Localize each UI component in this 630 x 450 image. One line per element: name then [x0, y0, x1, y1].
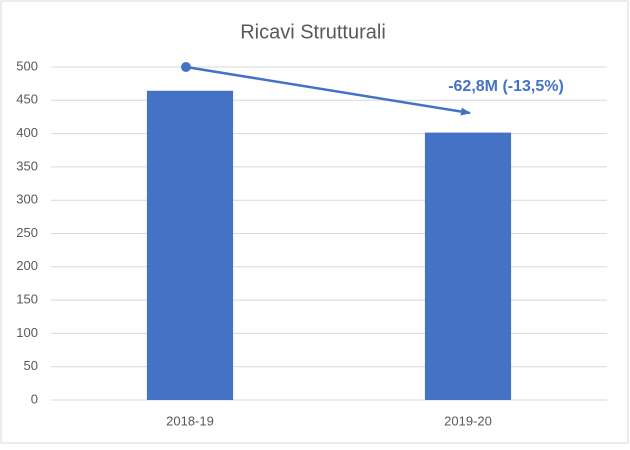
plot-area: 0 50 100 150 200 250 300 350 400 450 500 2018-19 201… — [16, 58, 607, 428]
y-tick-label: 0 — [31, 391, 38, 406]
y-tick-label: 500 — [16, 58, 38, 73]
y-tick-label: 450 — [16, 92, 38, 107]
bar — [424, 132, 512, 400]
y-tick-label: 250 — [16, 225, 38, 240]
y-tick-label: 100 — [16, 325, 38, 340]
y-tick-label: 300 — [16, 192, 38, 207]
bar — [146, 90, 234, 401]
annotation: -62,8M (-13,5%) — [448, 78, 564, 95]
y-tick-label: 400 — [16, 125, 38, 140]
trend-arrow — [185, 65, 471, 116]
chart-title: Ricavi Strutturali — [240, 21, 386, 43]
y-tick-label: 350 — [16, 158, 38, 173]
y-tick-label: 200 — [16, 258, 38, 273]
arrow-start — [181, 62, 191, 72]
y-tick-label: 50 — [24, 358, 38, 373]
x-tick-label: 2019-20 — [444, 413, 492, 428]
y-tick-label: 150 — [16, 292, 38, 307]
x-tick-label: 2018-19 — [166, 413, 214, 428]
